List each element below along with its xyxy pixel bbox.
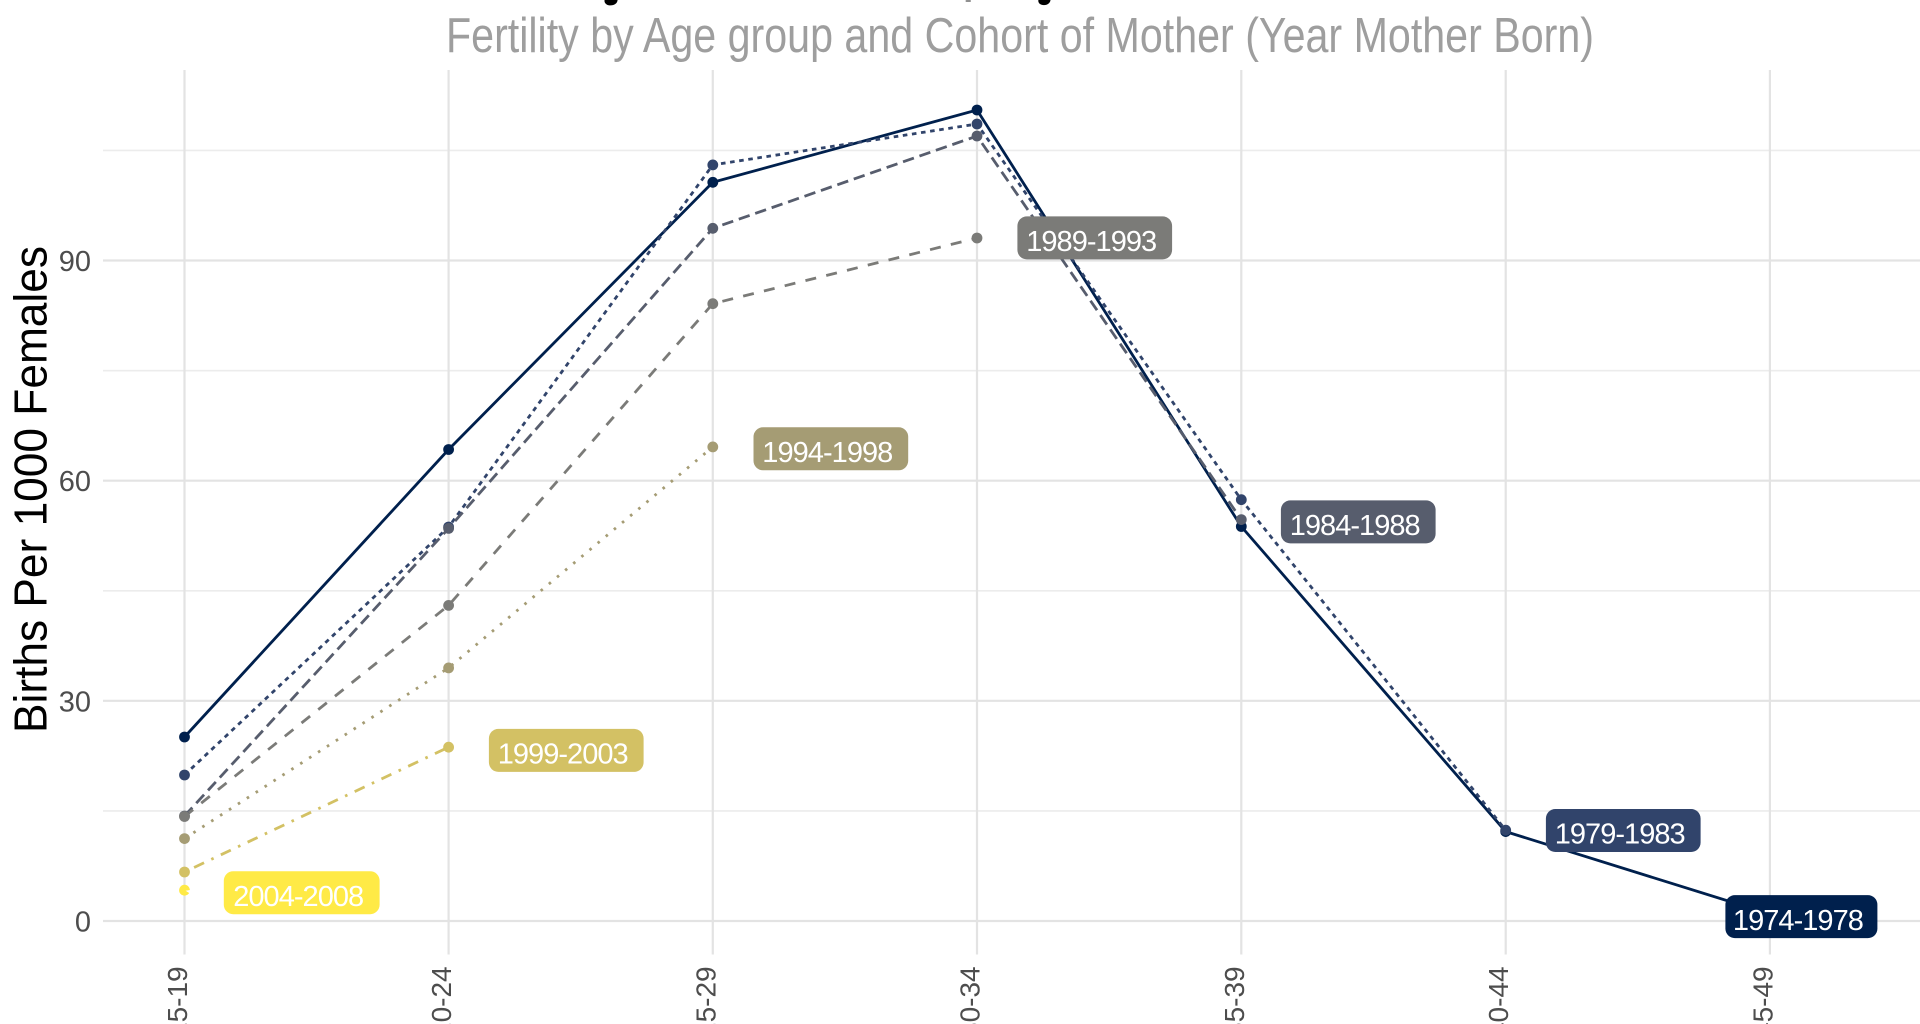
svg-text:90: 90 [59,246,91,278]
svg-text:40-44: 40-44 [1483,966,1514,1024]
svg-text:1984-1988: 1984-1988 [1290,510,1421,542]
svg-text:Births Per 1000 Females: Births Per 1000 Females [5,246,57,733]
svg-text:45-49: 45-49 [1747,966,1778,1024]
svg-text:20-24: 20-24 [426,966,457,1024]
svg-text:30-34: 30-34 [955,966,986,1024]
svg-text:1999-2003: 1999-2003 [498,739,629,771]
svg-text:1989-1993: 1989-1993 [1026,226,1157,258]
svg-text:Fertility by Age group and Coh: Fertility by Age group and Cohort of Mot… [446,9,1594,63]
svg-text:15-19: 15-19 [162,966,193,1024]
svg-text:60: 60 [59,466,91,498]
svg-text:0: 0 [75,907,91,939]
svg-text:35-39: 35-39 [1219,966,1250,1024]
svg-text:25-29: 25-29 [690,966,721,1024]
svg-text:30: 30 [59,686,91,718]
svg-text:1979-1983: 1979-1983 [1555,819,1686,851]
svg-text:1974-1978: 1974-1978 [1733,905,1864,937]
svg-text:2004-2008: 2004-2008 [233,881,364,913]
svg-text:1994-1998: 1994-1998 [762,437,893,469]
